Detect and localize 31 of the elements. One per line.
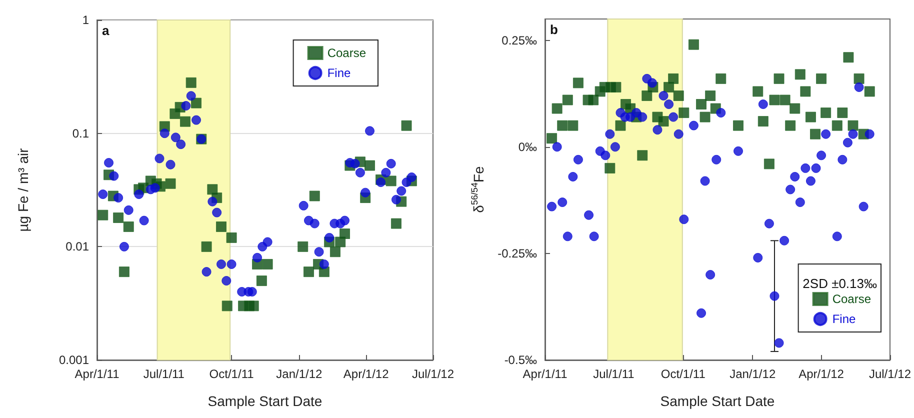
y-tick-label: -0.25‰ <box>498 246 537 260</box>
y-tick-label: 0.25‰ <box>502 33 537 48</box>
x-tick-label: Jul/1/11 <box>143 367 185 381</box>
y-tick-label: 0.001 <box>58 353 90 367</box>
x-tick-label: Oct/1/11 <box>660 367 706 381</box>
x-tick-label: Apr/1/12 <box>343 367 390 381</box>
y-tick-label: -0.5‰ <box>504 353 537 367</box>
x-tick-label: Jan/1/12 <box>276 367 323 381</box>
legend-label: Fine <box>327 66 351 80</box>
x-tick-label: Apr/1/11 <box>522 367 568 381</box>
y-tick-label: 1 <box>82 13 90 27</box>
x-tick-label: Jan/1/12 <box>730 367 776 381</box>
x-axis-title: Sample Start Date <box>660 393 775 409</box>
annotation: a <box>102 23 110 38</box>
x-tick-label: Apr/1/11 <box>74 367 120 381</box>
x-tick-label: Jul/1/11 <box>593 367 635 381</box>
y-tick-label: 0.01 <box>66 240 90 254</box>
y-tick-label: 0.1 <box>72 126 90 140</box>
x-tick-label: Jul/1/12 <box>412 367 454 381</box>
y-tick-label: 0‰ <box>518 140 537 154</box>
legend-label: Fine <box>832 312 856 326</box>
x-tick-label: Jul/1/12 <box>868 367 912 381</box>
x-axis-title: Sample Start Date <box>208 393 322 409</box>
legend-label: Coarse <box>327 46 366 60</box>
x-tick-label: Oct/1/11 <box>209 367 254 381</box>
annotation: b <box>550 22 558 37</box>
legend-title: 2SD ±0.13‰ <box>802 276 878 291</box>
x-tick-label: Apr/1/12 <box>798 367 844 381</box>
y-axis-title: δ56/54Fe <box>470 166 486 213</box>
y-axis-title: µg Fe / m³ air <box>15 148 31 232</box>
legend-label: Coarse <box>832 292 872 306</box>
